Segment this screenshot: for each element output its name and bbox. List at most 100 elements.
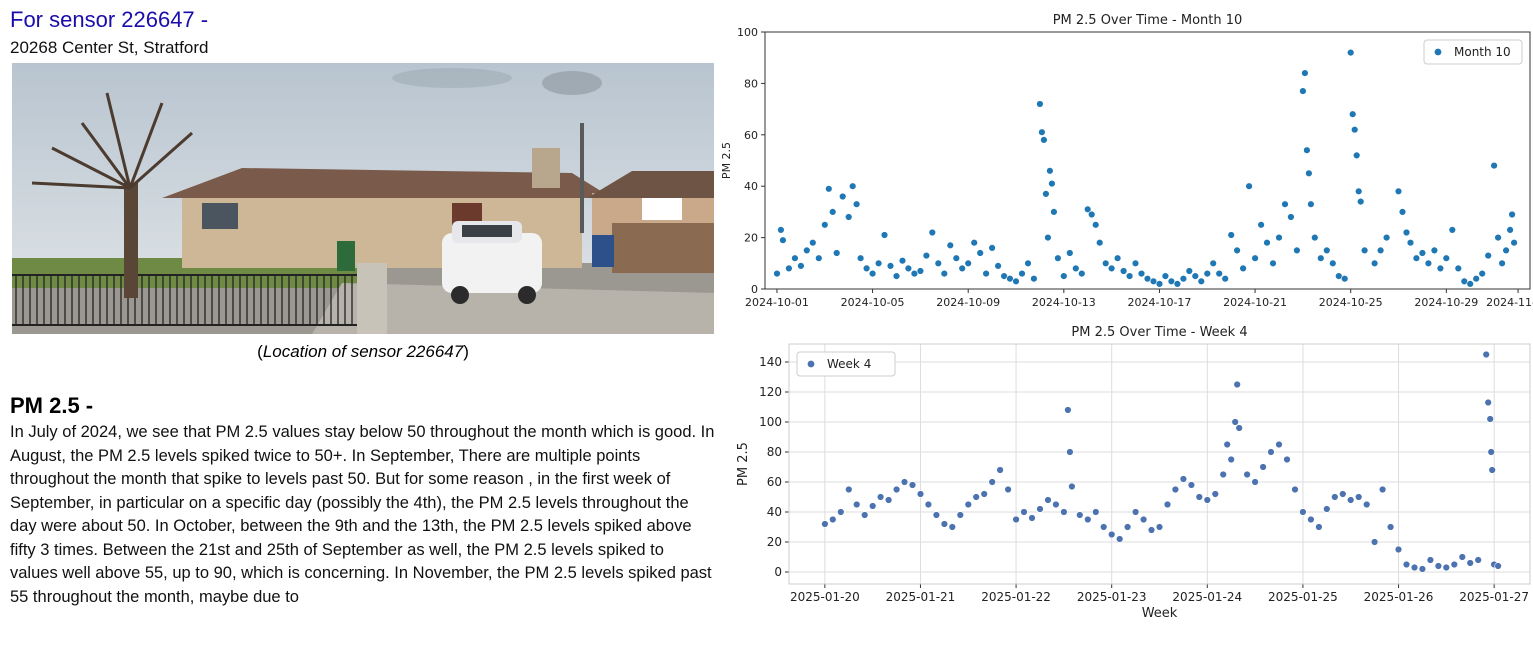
month-chart-data-point [849, 182, 857, 190]
month-chart-data-point [1221, 275, 1229, 283]
week-chart-data-point [1211, 490, 1219, 498]
month-chart-data-point [940, 269, 949, 278]
month-chart-data-point [1442, 254, 1450, 262]
month-chart-data-point [1317, 254, 1325, 262]
month-chart-data-point [1293, 246, 1301, 255]
month-chart-data-point [1161, 272, 1170, 280]
month-chart-data-point [1494, 233, 1502, 242]
week-chart-data-point [821, 520, 829, 528]
week-chart-x-axis-label: Week [1142, 606, 1178, 621]
month-chart-data-point [821, 221, 829, 229]
week-chart-data-point [861, 511, 869, 519]
month-chart-x-tick-label: 2024-11-01 [1486, 296, 1533, 309]
month-chart-data-point [1472, 275, 1480, 283]
month-chart-data-point [1185, 267, 1193, 275]
month-chart-data-point [1430, 246, 1439, 255]
month-chart-data-point [892, 272, 901, 280]
photo-caption: (Location of sensor 226647) [257, 342, 469, 361]
month-chart-data-point [1478, 269, 1486, 278]
month-chart-data-point [880, 231, 889, 239]
month-chart-data-point [777, 226, 785, 234]
month-chart-data-point [994, 262, 1002, 270]
month-chart-data-point [1038, 128, 1046, 136]
month-chart-data-point [1346, 48, 1355, 57]
week-chart-data-point [1123, 523, 1132, 531]
week-chart-data-point [1362, 500, 1371, 509]
week-chart-data-point [1323, 505, 1331, 513]
month-chart-data-point [1239, 264, 1247, 273]
week-chart-data-point [1020, 508, 1028, 516]
month-chart-data-point [1303, 146, 1311, 154]
month-chart-data-point [828, 208, 837, 216]
week-chart-data-point [1267, 448, 1275, 456]
month-chart-data-point [982, 269, 990, 278]
week-chart-data-point [1370, 538, 1379, 546]
week-chart-data-point [1223, 440, 1231, 449]
month-chart-data-point [1155, 280, 1164, 288]
month-chart-data-point [1376, 246, 1385, 255]
week-chart-data-point [1307, 515, 1315, 524]
month-chart-data-point [1173, 280, 1182, 288]
month-chart-data-point [862, 264, 871, 273]
week-chart-data-point [1131, 508, 1140, 516]
month-chart-data-point [1036, 100, 1044, 108]
month-chart-data-point [1323, 246, 1331, 255]
week-chart-legend-label: Week 4 [827, 357, 871, 371]
week-chart-y-tick-label: 100 [759, 415, 782, 429]
month-chart-data-point [856, 254, 865, 262]
week-chart-plot-frame [788, 343, 1531, 585]
month-chart-data-point [1502, 246, 1510, 255]
week-chart-x-tick-label: 2025-01-27 [1459, 590, 1529, 604]
sensor-location-photo [12, 63, 714, 334]
month-chart-data-point [1398, 208, 1407, 216]
month-chart-data-point [1436, 264, 1445, 273]
week-chart-data-point [1066, 448, 1074, 456]
week-chart-data-point [1378, 485, 1387, 494]
month-chart-y-tick-label: 80 [744, 77, 758, 90]
month-chart-y-tick-label: 40 [744, 180, 758, 193]
week-chart-x-tick-label: 2025-01-20 [790, 590, 860, 604]
month-chart-data-point [1066, 249, 1074, 257]
month-chart-data-point [1406, 239, 1415, 247]
week-chart-data-point [900, 478, 909, 486]
week-chart-data-point [1147, 526, 1156, 534]
week-chart-data-point [1315, 523, 1323, 531]
week-chart-data-point [1482, 350, 1490, 359]
week-chart-data-point [1394, 545, 1403, 554]
week-chart-data-point [853, 500, 861, 509]
month-chart-data-point [1508, 210, 1516, 219]
month-chart-data-point [1072, 264, 1080, 273]
week-chart-y-tick-label: 40 [767, 505, 782, 519]
month-chart-x-tick-label: 2024-10-13 [1032, 296, 1096, 309]
month-chart-data-point [779, 236, 787, 244]
week-chart-x-tick-label: 2025-01-23 [1077, 590, 1147, 604]
week-chart-data-point [916, 490, 925, 498]
month-chart-title: PM 2.5 Over Time - Month 10 [1053, 13, 1243, 28]
month-chart-data-point [1454, 264, 1462, 273]
week-4-chart-svg: PM 2.5 Over Time - Week 4 0 20 40 60 80 100 120… [736, 325, 1531, 621]
month-chart-data-point [1137, 269, 1146, 278]
sensor-heading[interactable]: For sensor 226647 - [10, 7, 209, 32]
week-chart-data-point [1064, 406, 1072, 414]
month-chart-legend-label: Month 10 [1454, 45, 1511, 59]
month-chart-data-point [1350, 125, 1359, 134]
month-chart-data-point [1030, 275, 1038, 283]
week-chart-x-tick-label: 2025-01-26 [1364, 590, 1434, 604]
month-chart-data-point [1251, 254, 1259, 262]
month-chart-data-point [1354, 187, 1363, 196]
week-chart-plot-area [789, 344, 1530, 584]
month-chart-data-point [1209, 259, 1217, 267]
month-chart-data-point [952, 254, 961, 262]
month-chart-data-point [916, 267, 925, 275]
week-chart-data-point [964, 500, 973, 509]
month-chart-data-point [1048, 179, 1056, 188]
month-chart-data-point [1060, 272, 1068, 280]
week-chart-data-point [1004, 485, 1012, 494]
week-chart-data-point [996, 466, 1004, 474]
week-chart-y-tick-label: 0 [774, 565, 782, 579]
month-chart-data-point [1018, 269, 1026, 278]
week-chart-data-point [1346, 496, 1355, 504]
week-chart-data-point [1275, 440, 1283, 449]
month-chart-data-point [1281, 200, 1289, 208]
month-chart-data-point [785, 264, 793, 273]
